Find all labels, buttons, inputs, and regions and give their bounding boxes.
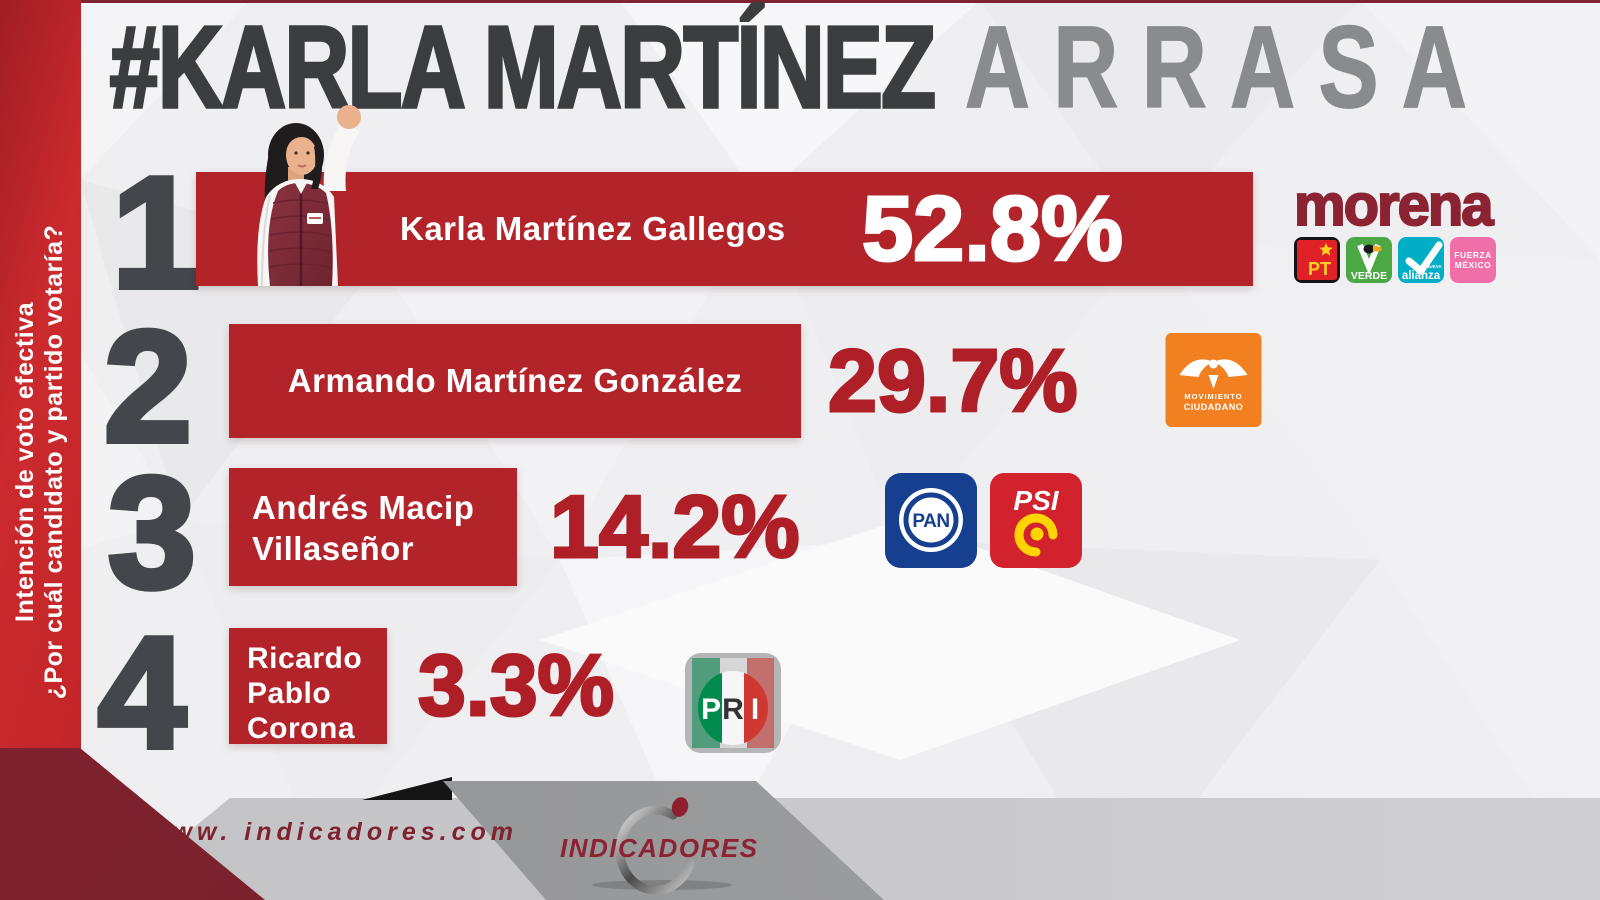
rank-2: 2 <box>101 299 195 475</box>
page-title: #KARLA MARTÍNEZ ARRASA <box>108 1 1491 134</box>
svg-text:INDICADORES: INDICADORES <box>560 833 759 863</box>
pri-logo-icon: P R I <box>685 653 781 753</box>
svg-text:PSI: PSI <box>1013 485 1059 516</box>
verde-logo-icon: VERDE <box>1346 237 1392 283</box>
svg-text:MÉXICO: MÉXICO <box>1455 260 1492 270</box>
movimiento-ciudadano-logo-icon: MOVIMIENTO CIUDADANO <box>1165 333 1262 427</box>
percentage-1: 52.8% <box>861 176 1125 281</box>
morena-logo: morena <box>1293 173 1495 238</box>
svg-text:NUEVA: NUEVA <box>1426 264 1442 269</box>
candidate-photo <box>257 105 361 286</box>
candidate-name-1: Karla Martínez Gallegos <box>400 210 786 247</box>
result-bar-2 <box>229 324 801 438</box>
title-hashtag: #KARLA MARTÍNEZ <box>108 1 937 134</box>
left-red-band <box>0 0 81 752</box>
coalition-logos: PT VERDE NUEVA alianza FUERZA MÉXICO <box>1294 237 1496 283</box>
alianza-logo-icon: NUEVA alianza <box>1398 237 1444 283</box>
svg-text:MOVIMIENTO: MOVIMIENTO <box>1184 392 1242 401</box>
svg-text:alianza: alianza <box>1402 270 1441 282</box>
indicadores-logo: INDICADORES <box>560 797 759 895</box>
psi-logo-icon: PSI <box>990 473 1082 568</box>
title-emphasis: ARRASA <box>964 2 1491 134</box>
percentage-2: 29.7% <box>827 330 1080 432</box>
fuerza-mexico-logo-icon: FUERZA MÉXICO <box>1450 237 1496 283</box>
top-accent-line <box>0 0 1600 3</box>
svg-text:CIUDADANO: CIUDADANO <box>1184 402 1244 412</box>
result-bar-3 <box>229 468 517 586</box>
svg-text:PAN: PAN <box>912 511 949 532</box>
survey-question-line2: ¿Por cuál candidato y partido votaría? <box>40 224 68 700</box>
result-bar-4 <box>229 628 387 744</box>
result-bar-1 <box>196 172 1253 286</box>
rank-1: 1 <box>109 145 203 321</box>
percentage-3: 14.2% <box>549 476 802 578</box>
candidate-name-4: Ricardo Pablo Corona <box>247 642 363 745</box>
pan-logo-icon: PAN <box>885 473 977 568</box>
svg-text:I: I <box>751 693 759 726</box>
rank-3: 3 <box>105 445 199 621</box>
survey-question-line1: Intención de voto efectiva <box>11 301 39 623</box>
survey-question: Intención de voto efectiva ¿Por cuál can… <box>11 225 69 700</box>
svg-text:P: P <box>701 693 721 726</box>
svg-text:VERDE: VERDE <box>1351 270 1387 282</box>
svg-text:PT: PT <box>1308 259 1331 279</box>
percentage-4: 3.3% <box>416 636 615 735</box>
svg-text:R: R <box>722 693 744 726</box>
candidate-name-2: Armando Martínez González <box>287 362 743 399</box>
website-url: www. indicadores.com <box>148 818 518 846</box>
candidate-name-3: Andrés Macip Villaseñor <box>252 489 475 567</box>
rank-4: 4 <box>95 605 189 781</box>
svg-text:FUERZA: FUERZA <box>1454 250 1491 260</box>
pt-logo-icon: PT <box>1294 237 1340 283</box>
